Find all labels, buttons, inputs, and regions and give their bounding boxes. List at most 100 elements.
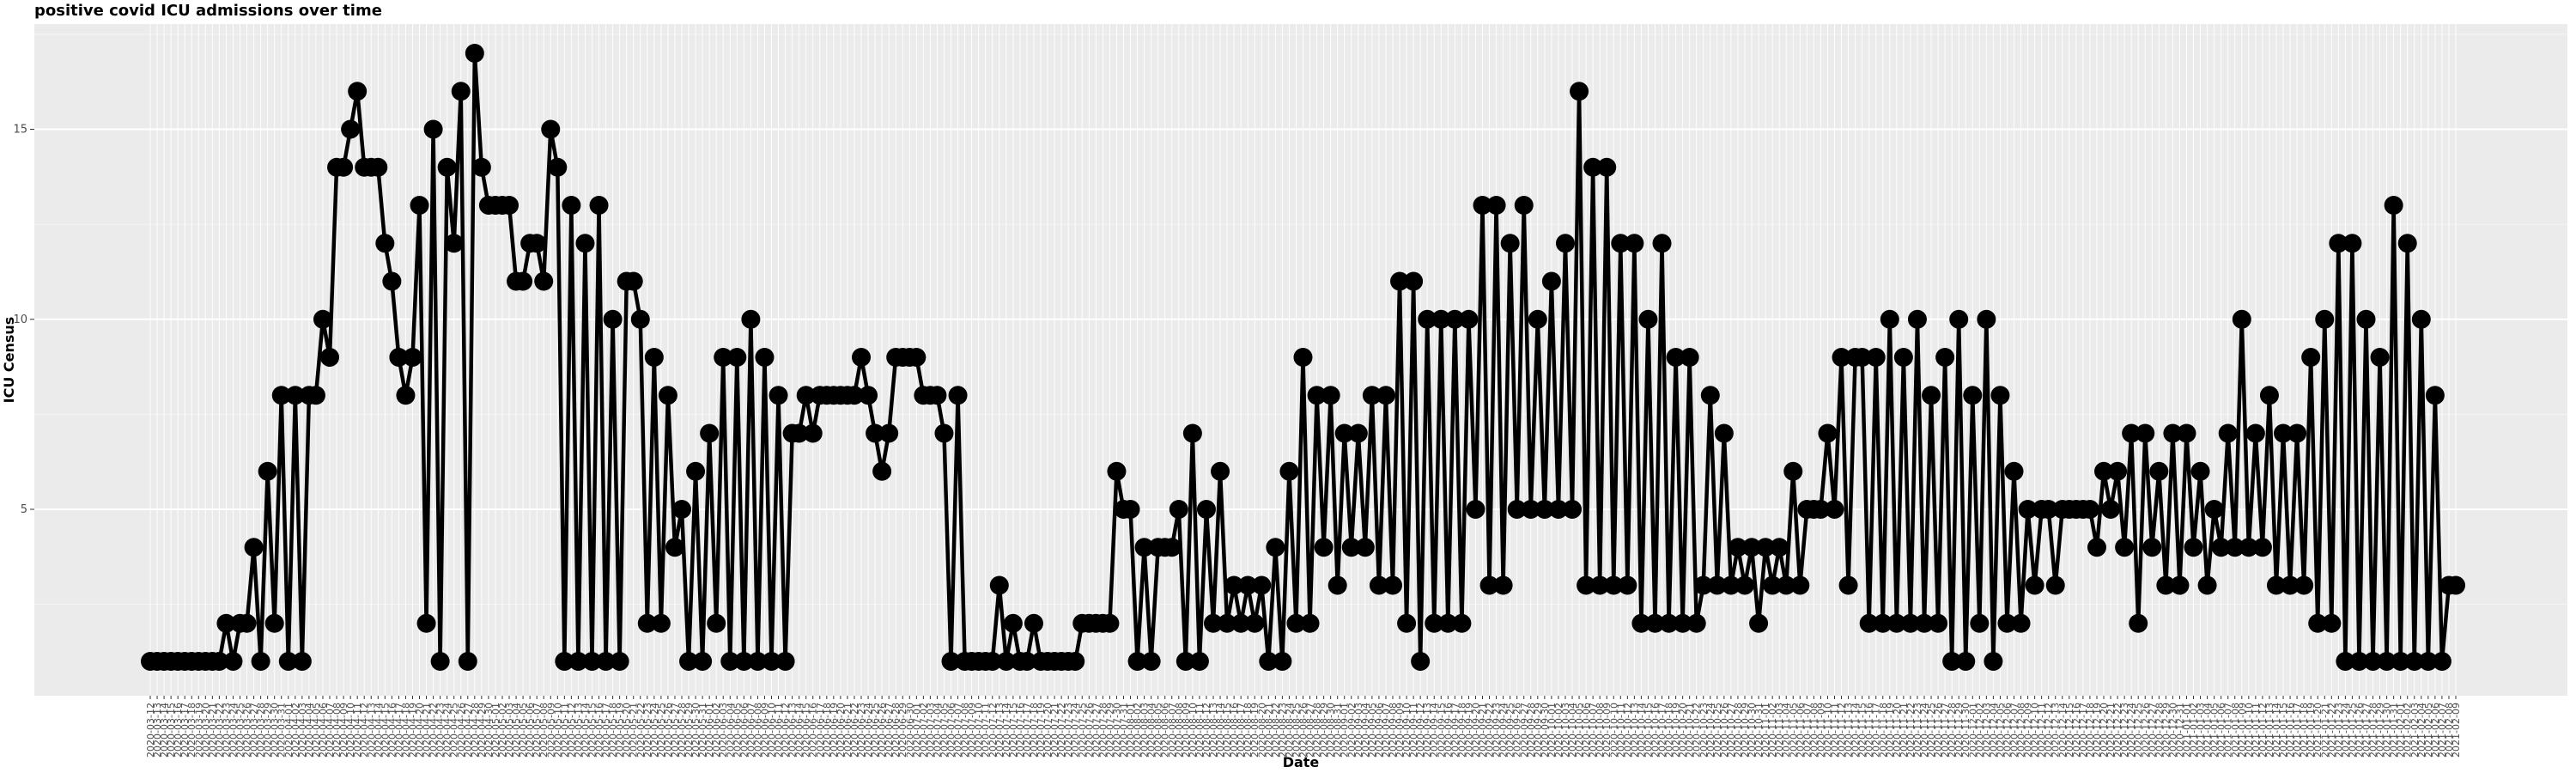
x-tick-label: 2020-11-10	[1822, 703, 1833, 758]
x-tick-label: 2020-09-10	[1401, 703, 1413, 758]
x-tick-label: 2020-04-26	[456, 703, 467, 758]
data-point	[1680, 348, 1699, 367]
x-tick-label: 2020-10-05	[1574, 703, 1585, 758]
data-point	[1707, 575, 1727, 595]
data-point	[410, 196, 429, 215]
data-point	[306, 386, 325, 405]
x-tick-label: 2020-06-24	[863, 703, 874, 758]
x-tick-label: 2021-01-04	[2202, 703, 2214, 758]
x-tick-label: 2021-01-07	[2223, 703, 2234, 758]
data-point	[2301, 348, 2321, 367]
data-point	[1321, 386, 1340, 405]
data-point	[1286, 613, 1306, 633]
x-tick-label: 2020-06-20	[835, 703, 847, 758]
x-tick-label: 2021-02-05	[2423, 703, 2434, 758]
x-tick-label: 2020-11-26	[1933, 703, 1944, 758]
x-tick-label: 2020-07-01	[911, 703, 922, 758]
data-point	[1127, 652, 1147, 671]
data-point	[2190, 461, 2210, 481]
data-point	[1224, 575, 1244, 595]
x-tick-label: 2020-06-05	[732, 703, 743, 758]
x-tick-label: 2020-10-06	[1581, 703, 1592, 758]
data-point	[1548, 500, 1568, 519]
data-point	[2080, 500, 2099, 519]
x-tick-label: 2020-06-07	[745, 703, 756, 758]
data-point	[223, 652, 243, 671]
data-point	[548, 157, 568, 177]
data-point	[796, 386, 816, 405]
data-point	[1625, 234, 1644, 253]
data-point	[1880, 309, 1899, 329]
x-tick-label: 2020-05-05	[518, 703, 529, 758]
data-point	[1369, 575, 1388, 595]
data-point	[679, 652, 699, 671]
x-tick-label: 2020-11-28	[1947, 703, 1958, 758]
data-point	[762, 652, 781, 671]
x-tick-label: 2020-09-29	[1533, 703, 1544, 758]
data-point	[2322, 613, 2342, 633]
x-tick-label: 2020-12-08	[2016, 703, 2027, 758]
x-tick-label: 2020-07-30	[1111, 703, 1122, 758]
x-tick-label: 2020-04-01	[283, 703, 295, 758]
data-point	[1956, 652, 1976, 671]
data-point	[527, 234, 547, 253]
data-point	[1327, 575, 1347, 595]
x-tick-label: 2020-12-15	[2064, 703, 2075, 758]
data-point	[1618, 575, 1637, 595]
data-point	[2204, 500, 2224, 519]
data-point	[1479, 575, 1499, 595]
data-point	[555, 652, 574, 671]
data-point	[1673, 613, 1692, 633]
x-tick-label: 2020-05-02	[497, 703, 508, 758]
data-point	[285, 386, 305, 405]
data-point	[416, 613, 436, 633]
x-tick-label: 2020-06-23	[856, 703, 867, 758]
x-tick-label: 2020-10-03	[1560, 703, 1571, 758]
x-tick-label: 2020-10-08	[1595, 703, 1606, 758]
x-tick-label: 2020-05-13	[573, 703, 584, 758]
x-tick-label: 2020-05-29	[683, 703, 695, 758]
data-point	[403, 348, 422, 367]
x-tick-label: 2020-05-19	[615, 703, 626, 758]
x-tick-label: 2020-08-28	[1312, 703, 1323, 758]
data-point	[1452, 613, 1472, 633]
x-tick-label: 2020-04-14	[373, 703, 384, 758]
y-axis: 5 10 15	[13, 124, 34, 516]
x-tick-label: 2020-10-11	[1615, 703, 1626, 758]
x-tick-label: 2020-10-17	[1657, 703, 1668, 758]
data-point	[748, 652, 768, 671]
chart-title: positive covid ICU admissions over time	[34, 2, 382, 20]
data-point	[665, 538, 684, 557]
data-point	[2446, 575, 2465, 595]
data-point	[1652, 234, 1672, 253]
x-tick-label: 2020-12-02	[1974, 703, 1985, 758]
data-point	[2129, 613, 2148, 633]
x-tick-label: 2021-01-13	[2264, 703, 2275, 758]
x-tick-label: 2020-10-30	[1747, 703, 1758, 758]
x-tick-label: 2020-10-14	[1636, 703, 1647, 758]
x-tick-label: 2020-08-19	[1249, 703, 1261, 758]
data-point	[1418, 309, 1437, 329]
data-point	[2004, 461, 2024, 481]
x-tick-label: 2020-04-04	[304, 703, 315, 758]
data-point	[859, 386, 878, 405]
x-tick-label: 2020-07-09	[967, 703, 978, 758]
x-tick-label: 2020-03-25	[235, 703, 246, 758]
x-tick-label: 2020-06-14	[794, 703, 805, 758]
data-point	[2149, 461, 2169, 481]
x-tick-label: 2020-12-28	[2154, 703, 2165, 758]
data-point	[879, 423, 899, 443]
x-tick-label: 2020-07-05	[939, 703, 950, 758]
data-point	[2342, 234, 2362, 253]
x-tick-label: 2020-04-03	[297, 703, 308, 758]
x-tick-label: 2020-10-12	[1622, 703, 1633, 758]
x-tick-label: 2020-06-10	[767, 703, 778, 758]
data-point	[686, 461, 706, 481]
data-point	[1900, 613, 1920, 633]
x-tick-label: 2020-07-20	[1042, 703, 1054, 758]
x-tick-label: 2020-08-07	[1167, 703, 1178, 758]
x-tick-label: 2020-08-22	[1270, 703, 1281, 758]
data-point	[2211, 538, 2231, 557]
x-tick-label: 2020-06-13	[787, 703, 799, 758]
x-tick-label: 2020-06-17	[815, 703, 826, 758]
